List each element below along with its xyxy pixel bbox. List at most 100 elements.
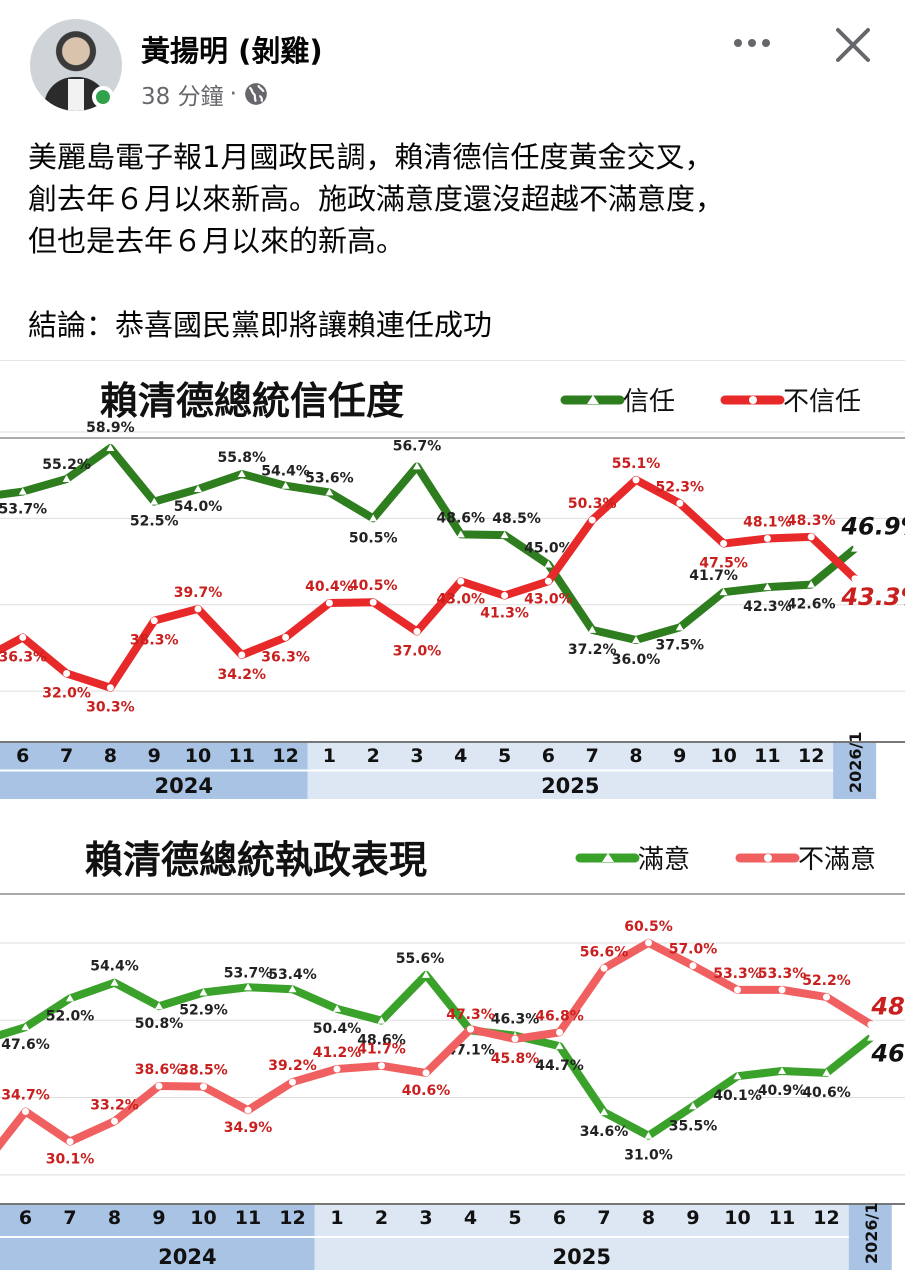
data-label: 43.0% bbox=[524, 591, 573, 607]
axis-tick-label: 2 bbox=[375, 1207, 388, 1229]
data-label: 38.3% bbox=[130, 633, 179, 649]
data-label: 33.2% bbox=[90, 1097, 139, 1113]
data-point bbox=[369, 598, 377, 606]
data-point bbox=[377, 1016, 386, 1024]
data-point bbox=[556, 1028, 563, 1036]
data-point bbox=[194, 485, 202, 493]
data-label: 48.6% bbox=[437, 510, 486, 526]
data-point bbox=[288, 985, 297, 993]
post-meta: 38 分鐘 · bbox=[141, 77, 269, 111]
data-point bbox=[689, 1102, 697, 1110]
data-label: 40.9% bbox=[758, 1083, 807, 1099]
chart-title: 賴清德總統執政表現 bbox=[85, 838, 427, 882]
data-label: 42.3% bbox=[743, 599, 792, 615]
data-point bbox=[822, 1068, 831, 1076]
data-label: 34.9% bbox=[224, 1120, 273, 1136]
data-point bbox=[600, 964, 608, 972]
post-header: 黃揚明 (剝雞) 38 分鐘 · bbox=[0, 0, 905, 125]
data-point bbox=[763, 535, 771, 543]
data-label: 41.2% bbox=[313, 1045, 362, 1061]
avatar-shirt bbox=[68, 79, 84, 111]
trust-chart: 賴清德總統信任度 信任 不信任53.7%55.2%58.9%52.5%54.0%55… bbox=[0, 362, 905, 799]
legend-marker bbox=[764, 854, 772, 862]
data-label: 48.1% bbox=[743, 515, 792, 531]
legend-label: 滿意 bbox=[638, 845, 690, 875]
axis-tick-label: 9 bbox=[673, 745, 686, 767]
data-label: 50.5% bbox=[349, 530, 398, 546]
data-label: 41.7% bbox=[357, 1042, 406, 1058]
data-point bbox=[150, 497, 159, 505]
online-status-icon bbox=[92, 86, 114, 108]
data-label: 54.4% bbox=[261, 464, 310, 480]
data-point bbox=[413, 462, 421, 470]
legend-marker bbox=[602, 853, 614, 862]
data-point bbox=[422, 970, 430, 978]
close-icon[interactable] bbox=[830, 22, 876, 68]
axis-tick-label: 10 bbox=[190, 1207, 216, 1229]
axis-tick-label: 2 bbox=[367, 745, 380, 767]
data-label: 36.3% bbox=[0, 649, 47, 665]
data-point bbox=[244, 983, 252, 991]
axis-tick-label: 12 bbox=[813, 1207, 839, 1229]
axis-tick-label: 8 bbox=[629, 745, 642, 767]
axis-tick-label: 4 bbox=[454, 745, 467, 767]
data-point bbox=[676, 499, 684, 507]
axis-tick-label: 8 bbox=[642, 1207, 655, 1229]
data-label: 50.8% bbox=[135, 1016, 184, 1032]
data-point bbox=[369, 514, 378, 522]
axis-tick-label: 10 bbox=[710, 745, 736, 767]
axis-tick-label: 6 bbox=[19, 1207, 32, 1229]
axis-tick-label: 7 bbox=[597, 1207, 610, 1229]
data-point bbox=[106, 443, 115, 451]
axis-tick-label: 6 bbox=[542, 745, 555, 767]
axis-tick-label: 12 bbox=[279, 1207, 305, 1229]
data-label: 30.3% bbox=[86, 700, 135, 716]
author-name[interactable]: 黃揚明 (剝雞) bbox=[141, 34, 323, 68]
data-point bbox=[600, 1108, 608, 1116]
data-label: 58.9% bbox=[86, 420, 135, 436]
data-label: 48.3% bbox=[787, 513, 836, 529]
data-point bbox=[194, 605, 202, 613]
data-label: 42.6% bbox=[787, 597, 836, 613]
more-dots-icon[interactable] bbox=[730, 28, 774, 58]
data-label: 41.3% bbox=[480, 606, 529, 622]
data-label: 53.4% bbox=[268, 967, 317, 983]
data-label: 34.2% bbox=[218, 667, 267, 683]
data-point bbox=[378, 1062, 385, 1070]
axis-tick-label: 2026/1 bbox=[846, 731, 865, 793]
axis-tick-label: 9 bbox=[686, 1207, 699, 1229]
data-point bbox=[18, 487, 27, 495]
data-label: 48.5% bbox=[492, 511, 541, 527]
data-point bbox=[244, 1106, 252, 1114]
data-point bbox=[66, 994, 74, 1002]
data-label: 56.6% bbox=[580, 944, 629, 960]
data-label: 46.9% bbox=[840, 513, 905, 541]
data-label: 53.6% bbox=[305, 470, 354, 486]
data-point bbox=[333, 1065, 341, 1073]
data-label: 46.3% bbox=[491, 1012, 540, 1028]
data-label: 38.6% bbox=[135, 1062, 184, 1078]
data-point bbox=[823, 993, 830, 1001]
axis-tick-label: 5 bbox=[498, 745, 511, 767]
data-label: 40.6% bbox=[402, 1083, 451, 1099]
data-label: 53.3% bbox=[713, 966, 762, 982]
axis-tick-label: 7 bbox=[586, 745, 599, 767]
data-point bbox=[851, 544, 859, 552]
data-point bbox=[237, 469, 246, 477]
data-label: 40.6% bbox=[802, 1085, 851, 1101]
post-time[interactable]: 38 分鐘 bbox=[141, 84, 224, 110]
data-label: 32.0% bbox=[42, 685, 91, 701]
data-point bbox=[19, 633, 27, 641]
axis-year-label: 2025 bbox=[553, 1245, 611, 1269]
data-label: 36.3% bbox=[261, 649, 310, 665]
data-point bbox=[501, 592, 509, 600]
data-point bbox=[22, 1108, 29, 1115]
data-label: 37.0% bbox=[393, 644, 442, 660]
data-label: 53.7% bbox=[0, 502, 47, 518]
divider bbox=[0, 360, 905, 361]
legend-label: 信任 bbox=[623, 387, 675, 417]
data-point bbox=[719, 588, 728, 596]
axis-tick-label: 9 bbox=[152, 1207, 165, 1229]
data-label: 52.9% bbox=[179, 1003, 228, 1019]
data-point bbox=[456, 530, 465, 538]
